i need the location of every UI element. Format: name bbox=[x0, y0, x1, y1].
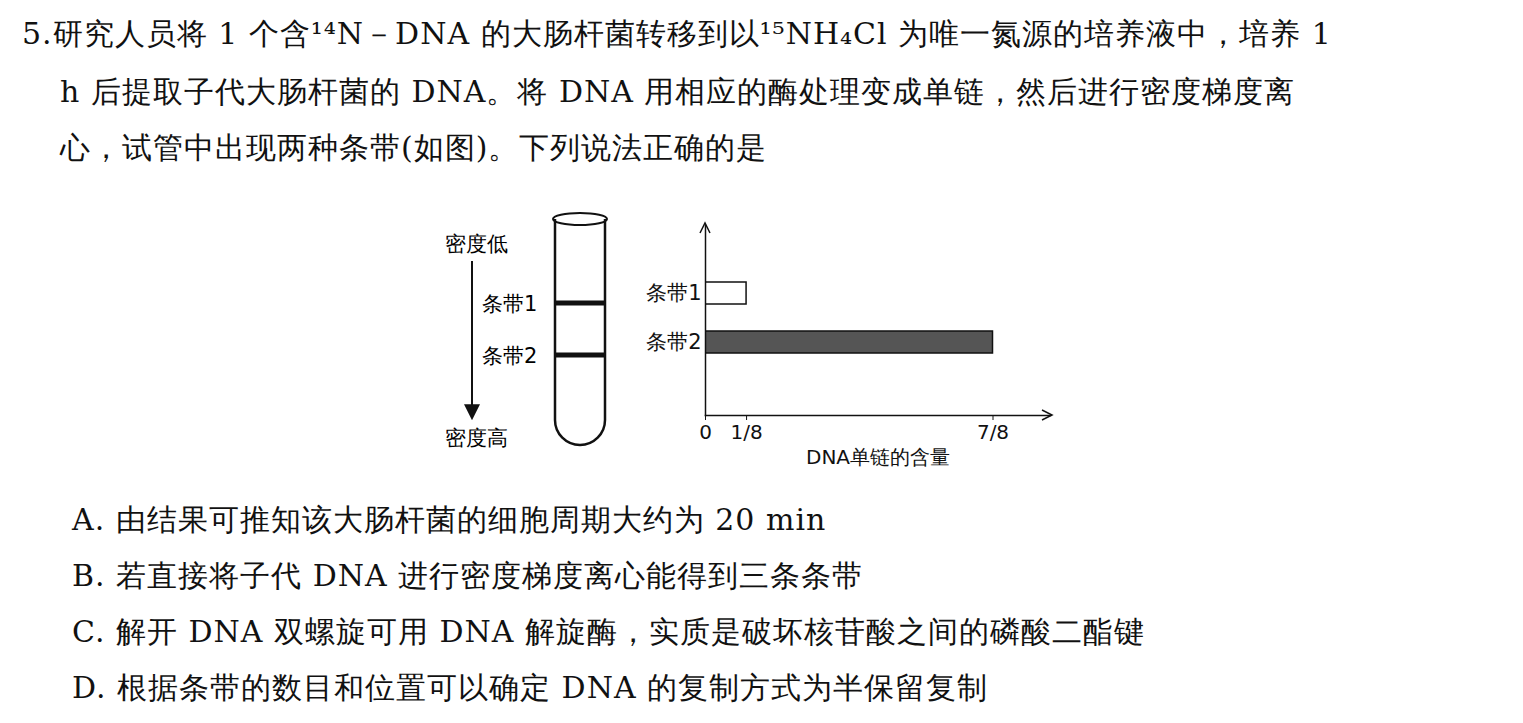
html-text:D. 根据条带的数目和位置可以确定 DNA 的复制方式为半保: D. 根据条带的数目和位置可以确定 DNA 的复制方式为半保留复制 bbox=[72, 670, 989, 705]
svg-text:1/8: 1/8 bbox=[730, 420, 762, 444]
svg-text:条带1: 条带1 bbox=[482, 292, 537, 316]
svg-text:密度低: 密度低 bbox=[445, 232, 508, 256]
html-text:心，试管中出现两种条带(如图)。下列说法正确的是: 心，试管中出现两种条带(如图)。下列说法正确的是 bbox=[60, 130, 768, 165]
svg-text:条带1: 条带1 bbox=[646, 281, 701, 305]
html-text:B. 若直接将子代 DNA 进行密度梯度离心能得到三条条带: B. 若直接将子代 DNA 进行密度梯度离心能得到三条条带 bbox=[72, 558, 864, 593]
svg-text:条带2: 条带2 bbox=[482, 344, 537, 368]
html-text:C. 解开 DNA 双螺旋可用 DNA 解旋酶，实质是破坏核: C. 解开 DNA 双螺旋可用 DNA 解旋酶，实质是破坏核苷酸之间的磷酸二酯键 bbox=[72, 614, 1145, 649]
svg-text:密度高: 密度高 bbox=[445, 426, 508, 450]
svg-text:条带2: 条带2 bbox=[646, 330, 701, 354]
svg-text:DNA单链的含量: DNA单链的含量 bbox=[806, 445, 950, 469]
html-text:h 后提取子代大肠杆菌的 DNA。将 DNA 用相应的酶处理: h 后提取子代大肠杆菌的 DNA。将 DNA 用相应的酶处理变成单链，然后进行密… bbox=[60, 74, 1296, 109]
svg-text:0: 0 bbox=[699, 420, 712, 444]
svg-text:7/8: 7/8 bbox=[977, 420, 1009, 444]
html-text:5.研究人员将 1 个含¹⁴N－DNA 的大肠杆菌转移到以¹: 5.研究人员将 1 个含¹⁴N－DNA 的大肠杆菌转移到以¹⁵NH₄Cl 为唯一… bbox=[22, 16, 1332, 51]
html-text:A. 由结果可推知该大肠杆菌的细胞周期大约为 20 min: A. 由结果可推知该大肠杆菌的细胞周期大约为 20 min bbox=[72, 502, 827, 537]
